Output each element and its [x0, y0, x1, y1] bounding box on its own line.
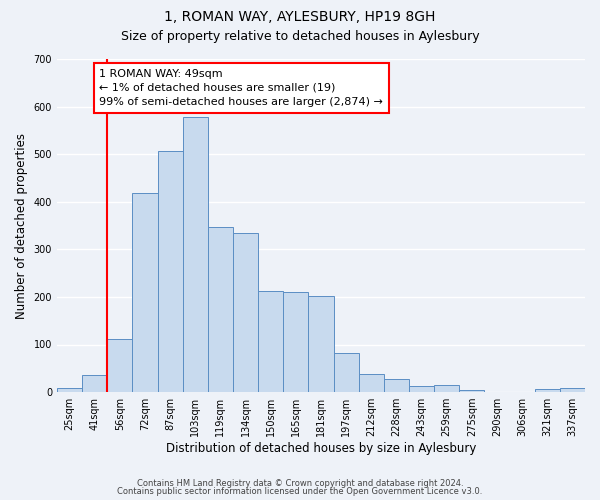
Text: Size of property relative to detached houses in Aylesbury: Size of property relative to detached ho… — [121, 30, 479, 43]
Bar — [384, 379, 409, 392]
Bar — [133, 193, 158, 392]
X-axis label: Distribution of detached houses by size in Aylesbury: Distribution of detached houses by size … — [166, 442, 476, 455]
Text: 1 ROMAN WAY: 49sqm
← 1% of detached houses are smaller (19)
99% of semi-detached: 1 ROMAN WAY: 49sqm ← 1% of detached hous… — [99, 69, 383, 107]
Bar — [409, 386, 434, 392]
Bar — [535, 389, 560, 392]
Bar — [560, 388, 585, 392]
Bar — [208, 227, 233, 392]
Text: Contains HM Land Registry data © Crown copyright and database right 2024.: Contains HM Land Registry data © Crown c… — [137, 478, 463, 488]
Text: Contains public sector information licensed under the Open Government Licence v3: Contains public sector information licen… — [118, 487, 482, 496]
Y-axis label: Number of detached properties: Number of detached properties — [15, 132, 28, 318]
Bar — [283, 292, 308, 392]
Bar — [258, 291, 283, 392]
Text: 1, ROMAN WAY, AYLESBURY, HP19 8GH: 1, ROMAN WAY, AYLESBURY, HP19 8GH — [164, 10, 436, 24]
Bar — [158, 151, 182, 392]
Bar — [57, 388, 82, 392]
Bar — [82, 376, 107, 392]
Bar — [233, 232, 258, 392]
Bar — [434, 385, 459, 392]
Bar — [359, 374, 384, 392]
Bar — [182, 117, 208, 392]
Bar — [459, 390, 484, 392]
Bar — [308, 296, 334, 392]
Bar — [334, 353, 359, 392]
Bar — [107, 339, 133, 392]
